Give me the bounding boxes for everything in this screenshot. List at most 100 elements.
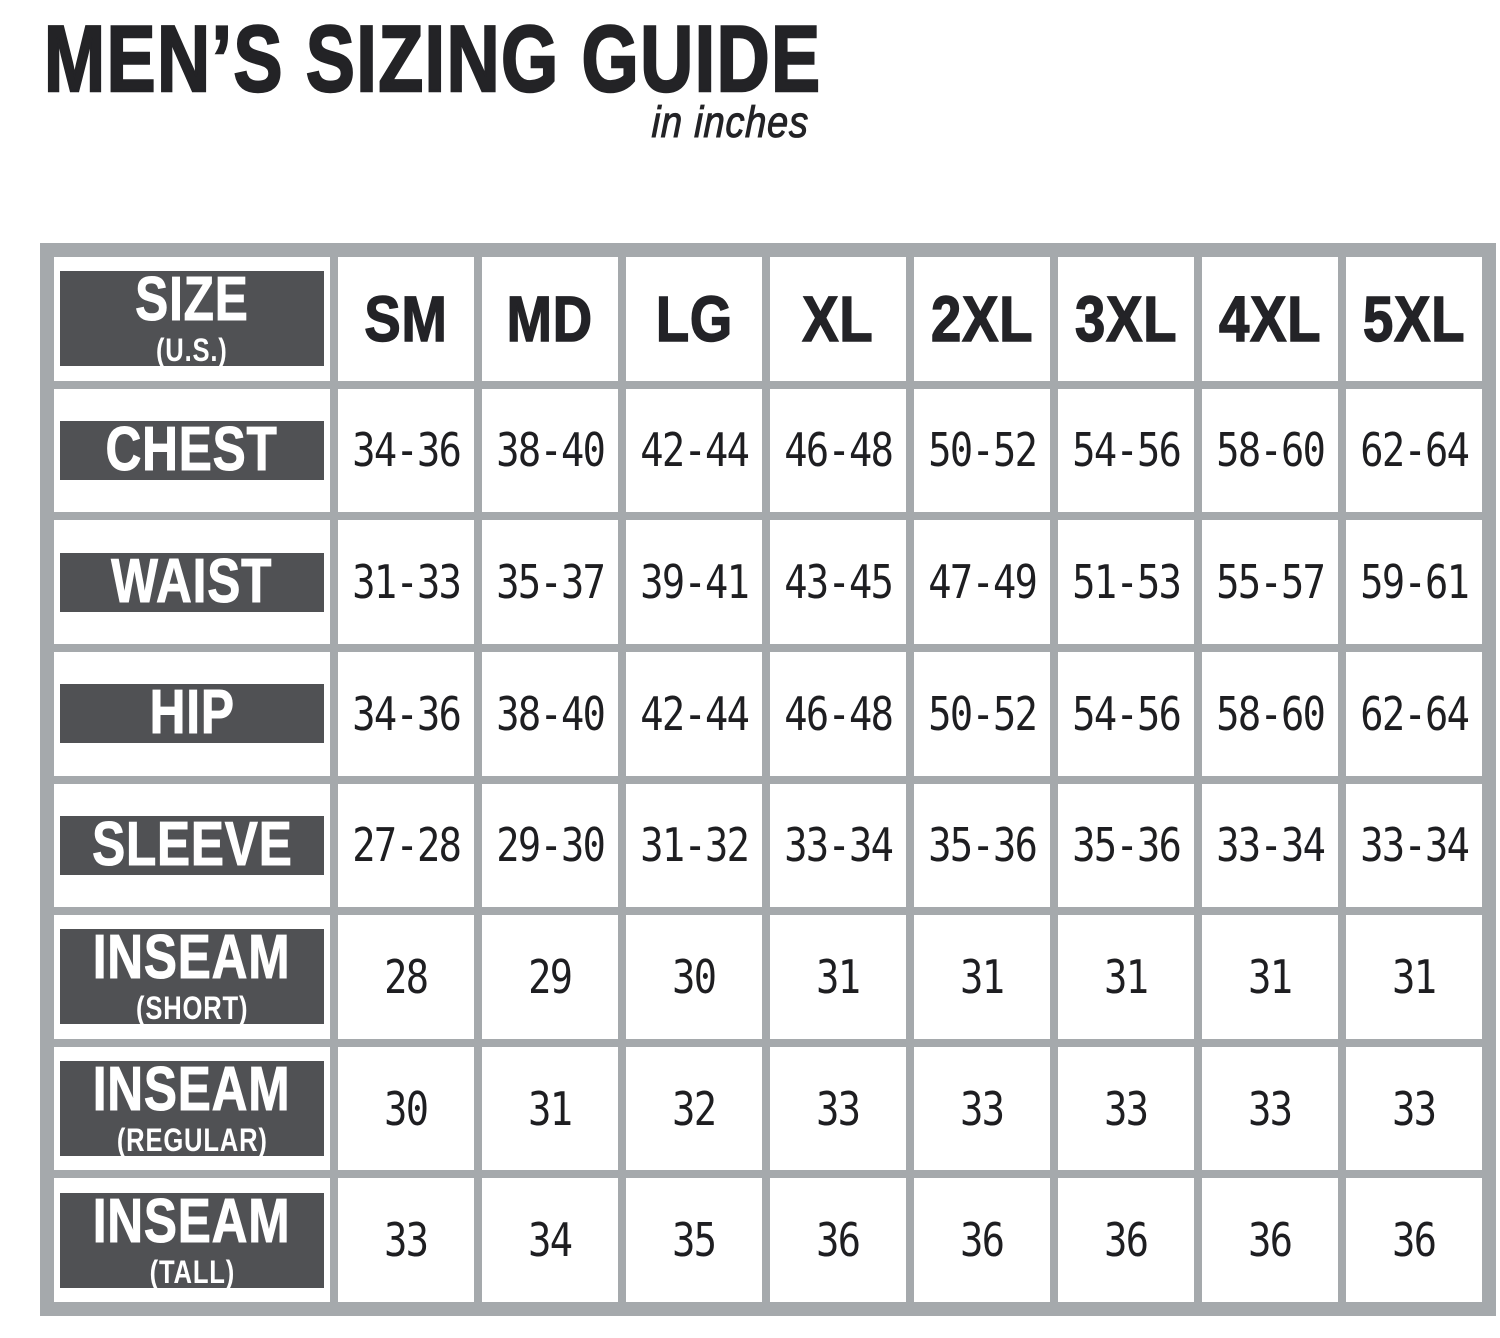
value-inseam-short-3xl: 31 [1104,949,1149,1004]
cell-waist-sm: 31-33 [338,520,474,644]
row-header-inseam-regular-label: INSEAM [93,1055,291,1125]
corner-cell-size-label: SIZE [135,265,249,335]
value-inseam-short-4xl: 31 [1248,949,1293,1004]
row-header-inseam-regular: INSEAM (REGULAR) [54,1046,330,1171]
value-inseam-regular-3xl: 33 [1104,1081,1149,1136]
cell-inseam-tall-3xl: 36 [1058,1178,1194,1302]
col-header-sm-text: SM [364,282,448,356]
cell-inseam-tall-lg: 35 [626,1178,762,1302]
value-inseam-short-2xl: 31 [960,949,1005,1004]
col-header-2xl: 2XL [914,257,1050,381]
col-header-xl-text: XL [802,282,874,356]
value-inseam-tall-xl: 36 [816,1213,861,1268]
value-inseam-short-md: 29 [528,949,573,1004]
cell-chest-2xl: 50-52 [914,388,1050,513]
cell-waist-lg: 39-41 [626,520,762,644]
value-waist-4xl: 55-57 [1216,555,1326,610]
cell-chest-sm: 34-36 [338,388,474,513]
cell-inseam-tall-2xl: 36 [914,1178,1050,1302]
value-sleeve-sm: 27-28 [352,818,462,873]
row-header-sleeve: SLEEVE [54,783,330,908]
cell-hip-5xl: 62-64 [1346,651,1482,776]
cell-hip-xl: 46-48 [770,651,906,776]
cell-hip-sm: 34-36 [338,651,474,776]
value-inseam-short-lg: 30 [672,949,717,1004]
value-chest-xl: 46-48 [784,423,894,478]
value-hip-sm: 34-36 [352,686,462,741]
cell-sleeve-5xl: 33-34 [1346,783,1482,908]
cell-inseam-short-3xl: 31 [1058,915,1194,1039]
cell-chest-3xl: 54-56 [1058,388,1194,513]
cell-inseam-regular-lg: 32 [626,1046,762,1171]
value-inseam-tall-4xl: 36 [1248,1213,1293,1268]
cell-inseam-tall-5xl: 36 [1346,1178,1482,1302]
cell-inseam-regular-2xl: 33 [914,1046,1050,1171]
col-header-5xl: 5XL [1346,257,1482,381]
value-inseam-tall-2xl: 36 [960,1213,1005,1268]
cell-sleeve-2xl: 35-36 [914,783,1050,908]
cell-hip-4xl: 58-60 [1202,651,1338,776]
cell-inseam-regular-5xl: 33 [1346,1046,1482,1171]
col-header-4xl: 4XL [1202,257,1338,381]
value-sleeve-md: 29-30 [496,818,606,873]
value-sleeve-xl: 33-34 [784,818,894,873]
value-inseam-regular-lg: 32 [672,1081,717,1136]
col-header-4xl-text: 4XL [1218,282,1322,356]
value-chest-lg: 42-44 [640,423,750,478]
value-waist-5xl: 59-61 [1360,555,1470,610]
cell-sleeve-md: 29-30 [482,783,618,908]
value-inseam-short-xl: 31 [816,949,861,1004]
cell-waist-md: 35-37 [482,520,618,644]
value-inseam-tall-sm: 33 [384,1213,429,1268]
cell-sleeve-3xl: 35-36 [1058,783,1194,908]
value-hip-5xl: 62-64 [1360,686,1470,741]
value-sleeve-3xl: 35-36 [1072,818,1182,873]
value-sleeve-4xl: 33-34 [1216,818,1326,873]
value-hip-xl: 46-48 [784,686,894,741]
cell-hip-md: 38-40 [482,651,618,776]
col-header-lg-text: LG [655,282,733,356]
cell-waist-4xl: 55-57 [1202,520,1338,644]
value-inseam-short-sm: 28 [384,949,429,1004]
cell-waist-3xl: 51-53 [1058,520,1194,644]
cell-inseam-regular-sm: 30 [338,1046,474,1171]
value-inseam-regular-4xl: 33 [1248,1081,1293,1136]
value-hip-md: 38-40 [496,686,606,741]
col-header-3xl-text: 3XL [1074,282,1178,356]
cell-chest-lg: 42-44 [626,388,762,513]
value-inseam-tall-md: 34 [528,1213,573,1268]
value-hip-2xl: 50-52 [928,686,1038,741]
value-inseam-regular-md: 31 [528,1081,573,1136]
cell-inseam-short-5xl: 31 [1346,915,1482,1039]
cell-inseam-short-sm: 28 [338,915,474,1039]
row-header-hip-label: HIP [149,678,235,748]
cell-chest-5xl: 62-64 [1346,388,1482,513]
cell-inseam-short-md: 29 [482,915,618,1039]
cell-sleeve-lg: 31-32 [626,783,762,908]
cell-inseam-short-4xl: 31 [1202,915,1338,1039]
value-waist-xl: 43-45 [784,555,894,610]
cell-inseam-regular-4xl: 33 [1202,1046,1338,1171]
row-header-hip: HIP [54,651,330,776]
row-header-inseam-tall-box: INSEAM (TALL) [60,1190,324,1290]
cell-inseam-regular-3xl: 33 [1058,1046,1194,1171]
row-header-inseam-short-box: INSEAM (SHORT) [60,923,324,1025]
cell-hip-lg: 42-44 [626,651,762,776]
value-inseam-regular-xl: 33 [816,1081,861,1136]
corner-cell-size-box: SIZE (U.S.) [60,265,324,369]
value-waist-md: 35-37 [496,555,606,610]
cell-waist-5xl: 59-61 [1346,520,1482,644]
value-hip-4xl: 58-60 [1216,686,1326,741]
col-header-md-text: MD [506,282,594,356]
corner-cell-size-sublabel: (U.S.) [156,332,228,369]
row-header-inseam-tall: INSEAM (TALL) [54,1178,330,1302]
value-inseam-regular-5xl: 33 [1392,1081,1437,1136]
row-header-inseam-short-label: INSEAM [93,923,291,993]
cell-inseam-tall-4xl: 36 [1202,1178,1338,1302]
row-header-inseam-tall-sublabel: (TALL) [149,1253,235,1290]
value-chest-md: 38-40 [496,423,606,478]
cell-chest-xl: 46-48 [770,388,906,513]
value-chest-5xl: 62-64 [1360,423,1470,478]
value-waist-sm: 31-33 [352,555,462,610]
